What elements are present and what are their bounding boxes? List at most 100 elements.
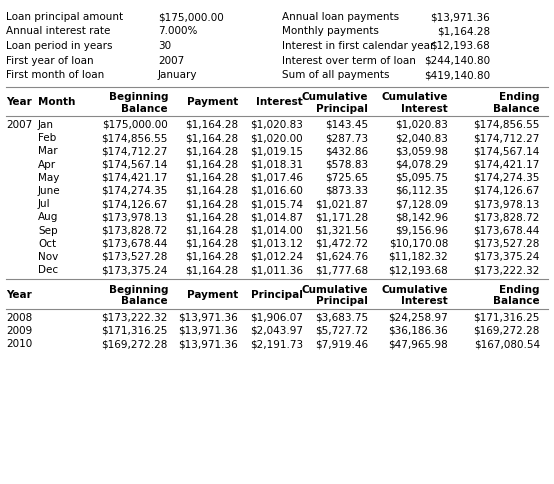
Text: $174,274.35: $174,274.35 — [474, 173, 540, 182]
Text: $174,274.35: $174,274.35 — [101, 186, 168, 196]
Text: $1,012.24: $1,012.24 — [250, 252, 303, 262]
Text: $419,140.80: $419,140.80 — [424, 70, 490, 80]
Text: $7,919.46: $7,919.46 — [315, 339, 368, 349]
Text: Loan period in years: Loan period in years — [6, 41, 112, 51]
Text: January: January — [158, 70, 197, 80]
Text: $47,965.98: $47,965.98 — [388, 339, 448, 349]
Text: $1,013.12: $1,013.12 — [250, 239, 303, 249]
Text: $24,258.97: $24,258.97 — [388, 313, 448, 323]
Text: $8,142.96: $8,142.96 — [395, 212, 448, 222]
Text: $1,164.28: $1,164.28 — [437, 27, 490, 36]
Text: $12,193.68: $12,193.68 — [430, 41, 490, 51]
Text: $173,375.24: $173,375.24 — [101, 265, 168, 275]
Text: Jul: Jul — [38, 199, 50, 209]
Text: Aug: Aug — [38, 212, 58, 222]
Text: Year: Year — [6, 97, 32, 107]
Text: $173,222.32: $173,222.32 — [474, 265, 540, 275]
Text: Ending: Ending — [500, 92, 540, 103]
Text: $1,020.83: $1,020.83 — [250, 120, 303, 130]
Text: $3,059.98: $3,059.98 — [395, 146, 448, 156]
Text: Year: Year — [6, 290, 32, 300]
Text: 2007: 2007 — [158, 56, 184, 65]
Text: Ending: Ending — [500, 285, 540, 295]
Text: $2,043.97: $2,043.97 — [250, 326, 303, 336]
Text: $173,527.28: $173,527.28 — [101, 252, 168, 262]
Text: $4,078.29: $4,078.29 — [395, 160, 448, 169]
Text: Cumulative: Cumulative — [301, 285, 368, 295]
Text: $1,014.87: $1,014.87 — [250, 212, 303, 222]
Text: $5,727.72: $5,727.72 — [315, 326, 368, 336]
Text: $1,164.28: $1,164.28 — [185, 226, 238, 236]
Text: Balance: Balance — [121, 297, 168, 306]
Text: $143.45: $143.45 — [325, 120, 368, 130]
Text: First year of loan: First year of loan — [6, 56, 94, 65]
Text: $244,140.80: $244,140.80 — [424, 56, 490, 65]
Text: Interest: Interest — [401, 104, 448, 114]
Text: $1,014.00: $1,014.00 — [250, 226, 303, 236]
Text: Beginning: Beginning — [109, 285, 168, 295]
Text: $1,164.28: $1,164.28 — [185, 186, 238, 196]
Text: $1,020.83: $1,020.83 — [395, 120, 448, 130]
Text: $173,375.24: $173,375.24 — [474, 252, 540, 262]
Text: Oct: Oct — [38, 239, 56, 249]
Text: Sum of all payments: Sum of all payments — [282, 70, 389, 80]
Text: $173,828.72: $173,828.72 — [101, 226, 168, 236]
Text: Balance: Balance — [494, 297, 540, 306]
Text: $578.83: $578.83 — [325, 160, 368, 169]
Text: $174,567.14: $174,567.14 — [101, 160, 168, 169]
Text: First month of loan: First month of loan — [6, 70, 104, 80]
Text: $1,777.68: $1,777.68 — [315, 265, 368, 275]
Text: Feb: Feb — [38, 133, 57, 143]
Text: $174,421.17: $174,421.17 — [101, 173, 168, 182]
Text: Balance: Balance — [494, 104, 540, 114]
Text: Cumulative: Cumulative — [382, 285, 448, 295]
Text: Principal: Principal — [316, 104, 368, 114]
Text: $1,164.28: $1,164.28 — [185, 120, 238, 130]
Text: $36,186.36: $36,186.36 — [388, 326, 448, 336]
Text: $1,472.72: $1,472.72 — [315, 239, 368, 249]
Text: $1,164.28: $1,164.28 — [185, 146, 238, 156]
Text: $174,421.17: $174,421.17 — [474, 160, 540, 169]
Text: Principal: Principal — [251, 290, 303, 300]
Text: $1,171.28: $1,171.28 — [315, 212, 368, 222]
Text: $174,712.27: $174,712.27 — [474, 133, 540, 143]
Text: $174,856.55: $174,856.55 — [474, 120, 540, 130]
Text: $175,000.00: $175,000.00 — [102, 120, 168, 130]
Text: $873.33: $873.33 — [325, 186, 368, 196]
Text: Interest: Interest — [401, 297, 448, 306]
Text: $174,712.27: $174,712.27 — [101, 146, 168, 156]
Text: Monthly payments: Monthly payments — [282, 27, 379, 36]
Text: $5,095.75: $5,095.75 — [395, 173, 448, 182]
Text: $1,011.36: $1,011.36 — [250, 265, 303, 275]
Text: Dec: Dec — [38, 265, 58, 275]
Text: Payment: Payment — [187, 290, 238, 300]
Text: 2009: 2009 — [6, 326, 32, 336]
Text: Beginning: Beginning — [109, 92, 168, 103]
Text: Principal: Principal — [316, 297, 368, 306]
Text: $13,971.36: $13,971.36 — [178, 339, 238, 349]
Text: $1,164.28: $1,164.28 — [185, 239, 238, 249]
Text: $725.65: $725.65 — [325, 173, 368, 182]
Text: Loan principal amount: Loan principal amount — [6, 12, 123, 22]
Text: $171,316.25: $171,316.25 — [101, 326, 168, 336]
Text: $10,170.08: $10,170.08 — [388, 239, 448, 249]
Text: $1,016.60: $1,016.60 — [250, 186, 303, 196]
Text: Interest in first calendar year: Interest in first calendar year — [282, 41, 434, 51]
Text: $2,040.83: $2,040.83 — [395, 133, 448, 143]
Text: $173,527.28: $173,527.28 — [474, 239, 540, 249]
Text: $2,191.73: $2,191.73 — [250, 339, 303, 349]
Text: Balance: Balance — [121, 104, 168, 114]
Text: $13,971.36: $13,971.36 — [178, 326, 238, 336]
Text: Annual interest rate: Annual interest rate — [6, 27, 110, 36]
Text: $175,000.00: $175,000.00 — [158, 12, 224, 22]
Text: $173,978.13: $173,978.13 — [474, 199, 540, 209]
Text: $287.73: $287.73 — [325, 133, 368, 143]
Text: $169,272.28: $169,272.28 — [101, 339, 168, 349]
Text: $13,971.36: $13,971.36 — [430, 12, 490, 22]
Text: 2010: 2010 — [6, 339, 32, 349]
Text: $1,321.56: $1,321.56 — [315, 226, 368, 236]
Text: $7,128.09: $7,128.09 — [395, 199, 448, 209]
Text: $174,126.67: $174,126.67 — [474, 186, 540, 196]
Text: Nov: Nov — [38, 252, 58, 262]
Text: Cumulative: Cumulative — [301, 92, 368, 103]
